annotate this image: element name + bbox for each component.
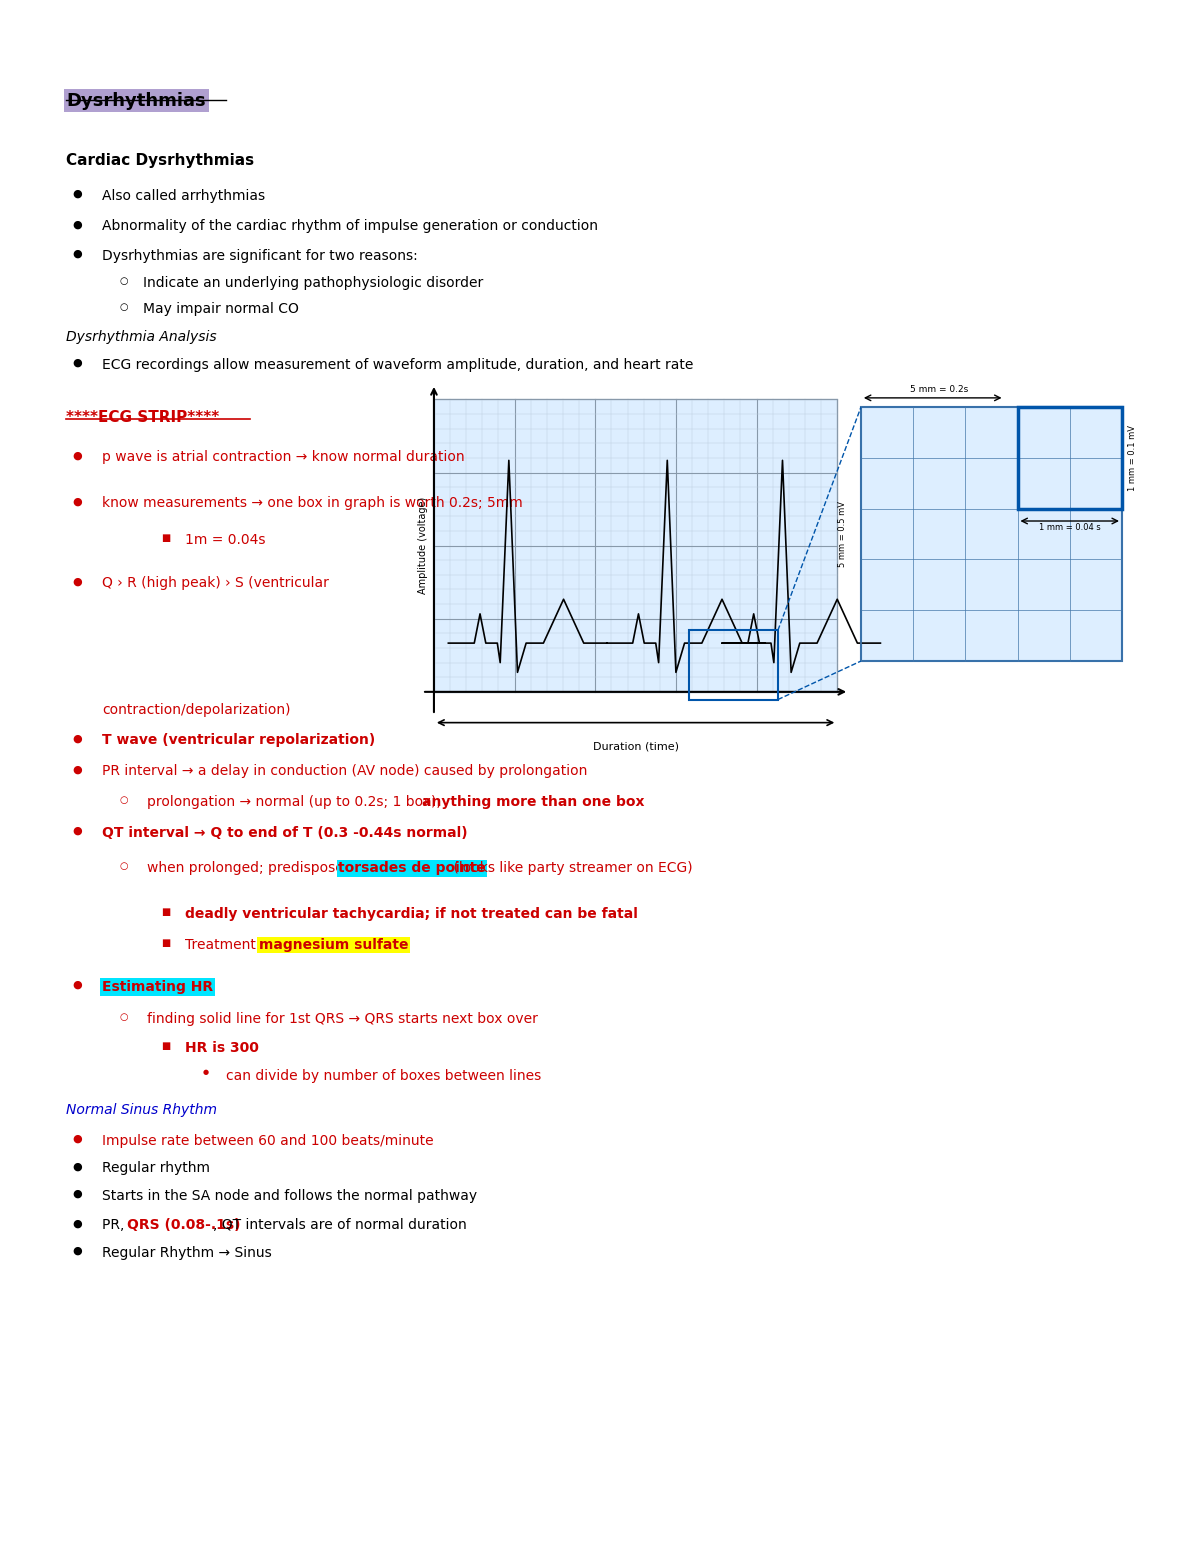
Text: ■: ■ <box>161 907 170 918</box>
Text: ●: ● <box>72 450 82 460</box>
Text: T wave (ventricular repolarization): T wave (ventricular repolarization) <box>102 733 376 747</box>
Text: Cardiac Dysrhythmias: Cardiac Dysrhythmias <box>66 154 254 168</box>
Text: ●: ● <box>203 1068 209 1075</box>
Text: contraction/depolarization): contraction/depolarization) <box>102 702 290 716</box>
Bar <box>1018 407 1122 509</box>
Text: ○: ○ <box>120 1013 128 1022</box>
Text: ●: ● <box>72 1134 82 1143</box>
Text: Treatment ›: Treatment › <box>185 938 270 952</box>
Text: PR interval → a delay in conduction (AV node) caused by prolongation: PR interval → a delay in conduction (AV … <box>102 764 587 778</box>
Text: HR is 300: HR is 300 <box>185 1041 259 1054</box>
Bar <box>860 407 1122 662</box>
Text: ●: ● <box>72 1218 82 1228</box>
Text: Normal Sinus Rhythm: Normal Sinus Rhythm <box>66 1103 217 1117</box>
Text: ○: ○ <box>120 303 128 312</box>
Text: 1m = 0.04s: 1m = 0.04s <box>185 533 265 547</box>
Text: , QT intervals are of normal duration: , QT intervals are of normal duration <box>212 1218 467 1232</box>
Text: anything more than one box: anything more than one box <box>422 795 644 809</box>
Text: 5 mm = 0.5 mV: 5 mm = 0.5 mV <box>838 502 847 567</box>
Bar <box>689 631 778 699</box>
Text: ●: ● <box>72 248 82 259</box>
Text: QRS (0.08-.1s): QRS (0.08-.1s) <box>126 1218 240 1232</box>
Text: Regular Rhythm → Sinus: Regular Rhythm → Sinus <box>102 1246 271 1259</box>
Text: can divide by number of boxes between lines: can divide by number of boxes between li… <box>227 1068 541 1082</box>
Text: ●: ● <box>72 357 82 368</box>
Text: torsades de pointe: torsades de pointe <box>338 862 486 876</box>
Text: Starts in the SA node and follows the normal pathway: Starts in the SA node and follows the no… <box>102 1190 476 1204</box>
Text: 1 mm = 0.1 mV: 1 mm = 0.1 mV <box>1128 426 1136 491</box>
Text: PR,: PR, <box>102 1218 128 1232</box>
Bar <box>434 399 838 691</box>
Text: magnesium sulfate: magnesium sulfate <box>259 938 408 952</box>
Text: ●: ● <box>72 497 82 506</box>
Text: (looks like party streamer on ECG): (looks like party streamer on ECG) <box>449 862 692 876</box>
Text: ○: ○ <box>120 862 128 871</box>
Text: ●: ● <box>72 733 82 744</box>
Text: ■: ■ <box>161 533 170 544</box>
Text: ●: ● <box>72 576 82 587</box>
Text: ○: ○ <box>120 276 128 286</box>
Text: when prolonged; predisposes to: when prolonged; predisposes to <box>146 862 373 876</box>
Text: p wave is atrial contraction → know normal duration: p wave is atrial contraction → know norm… <box>102 450 464 464</box>
Text: ●: ● <box>72 188 82 199</box>
Text: ●: ● <box>72 764 82 775</box>
Text: Estimating HR: Estimating HR <box>102 980 212 994</box>
Text: Regular rhythm: Regular rhythm <box>102 1162 210 1176</box>
Text: ●: ● <box>72 1162 82 1171</box>
Text: ●: ● <box>72 1246 82 1256</box>
Text: ■: ■ <box>161 938 170 949</box>
Text: know measurements → one box in graph is worth 0.2s; 5mm: know measurements → one box in graph is … <box>102 497 522 511</box>
Text: ●: ● <box>72 219 82 230</box>
Text: ■: ■ <box>161 1041 170 1051</box>
Text: QT interval → Q to end of T (0.3 -0.44s normal): QT interval → Q to end of T (0.3 -0.44s … <box>102 826 468 840</box>
Text: ●: ● <box>72 1190 82 1199</box>
Text: Impulse rate between 60 and 100 beats/minute: Impulse rate between 60 and 100 beats/mi… <box>102 1134 433 1148</box>
Text: deadly ventricular tachycardia; if not treated can be fatal: deadly ventricular tachycardia; if not t… <box>185 907 637 921</box>
Text: Q › R (high peak) › S (ventricular: Q › R (high peak) › S (ventricular <box>102 576 329 590</box>
Text: Duration (time): Duration (time) <box>593 741 678 752</box>
Text: ECG recordings allow measurement of waveform amplitude, duration, and heart rate: ECG recordings allow measurement of wave… <box>102 357 694 371</box>
Text: Dysrhythmia Analysis: Dysrhythmia Analysis <box>66 331 217 345</box>
Text: prolongation → normal (up to 0.2s; 1 box);: prolongation → normal (up to 0.2s; 1 box… <box>146 795 445 809</box>
Text: ●: ● <box>72 980 82 989</box>
Text: 1 mm = 0.04 s: 1 mm = 0.04 s <box>1039 523 1100 533</box>
Text: Dysrhythmias: Dysrhythmias <box>66 92 206 110</box>
Text: Abnormality of the cardiac rhythm of impulse generation or conduction: Abnormality of the cardiac rhythm of imp… <box>102 219 598 233</box>
Text: May impair normal CO: May impair normal CO <box>143 303 299 317</box>
Text: 5 mm = 0.2s: 5 mm = 0.2s <box>910 385 968 394</box>
Text: Also called arrhythmias: Also called arrhythmias <box>102 188 265 202</box>
Text: Dysrhythmias are significant for two reasons:: Dysrhythmias are significant for two rea… <box>102 248 418 262</box>
Text: Amplitude (voltage): Amplitude (voltage) <box>418 497 428 595</box>
Text: finding solid line for 1st QRS → QRS starts next box over: finding solid line for 1st QRS → QRS sta… <box>146 1013 538 1027</box>
Text: ●: ● <box>72 826 82 836</box>
Text: Indicate an underlying pathophysiologic disorder: Indicate an underlying pathophysiologic … <box>143 276 484 290</box>
Text: ****ECG STRIP****: ****ECG STRIP**** <box>66 410 220 426</box>
Text: ○: ○ <box>120 795 128 804</box>
